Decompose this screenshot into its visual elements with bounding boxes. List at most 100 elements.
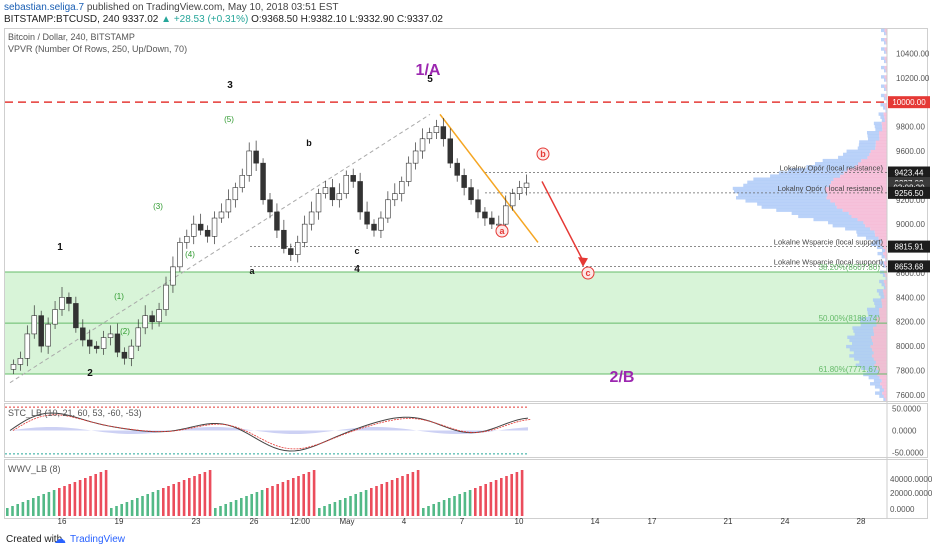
chart-title: Bitcoin / Dollar, 240, BITSTAMP — [8, 32, 135, 42]
vp-up-bar — [883, 106, 886, 110]
volume-bar — [302, 474, 305, 516]
vp-up-bar — [828, 220, 864, 225]
volume-bar — [520, 470, 524, 516]
candle-up — [52, 309, 58, 325]
volume-bar — [489, 482, 493, 516]
vp-up-bar — [881, 255, 885, 259]
candle-up — [503, 205, 509, 225]
vp-up-bar — [872, 298, 882, 302]
vp-up-bar — [886, 267, 887, 271]
volume-bar — [177, 482, 181, 516]
vp-up-bar — [849, 354, 872, 358]
osc-tick-label: -50.0000 — [892, 449, 924, 458]
volume-bar — [240, 498, 243, 516]
vp-down-bar — [881, 121, 887, 126]
volume-bar — [354, 494, 357, 516]
wave-label: 2/B — [610, 369, 635, 386]
vp-up-bar — [736, 196, 827, 200]
candle-down — [489, 217, 495, 225]
candle-down — [253, 150, 259, 164]
vp-down-bar — [884, 38, 887, 42]
vp-up-bar — [813, 217, 858, 222]
vp-up-bar — [883, 397, 886, 401]
oscillator: 50.0000 0.0000 -50.0000 — [5, 404, 924, 458]
vp-up-bar — [868, 375, 880, 380]
vp-up-bar — [852, 326, 874, 330]
candle-down — [288, 248, 294, 255]
vp-down-bar — [876, 323, 887, 327]
time-tick-label: 19 — [115, 517, 124, 526]
vp-up-bar — [859, 317, 877, 321]
volume-bar — [167, 486, 170, 516]
candle-down — [149, 315, 155, 323]
vp-down-bar — [826, 196, 887, 200]
vp-down-bar — [884, 93, 887, 98]
author-link[interactable]: sebastian.seliga.7 — [4, 2, 85, 13]
volume-bar — [458, 494, 461, 516]
price-panel[interactable] — [4, 28, 928, 402]
vp-up-bar — [884, 41, 886, 45]
volume-bar — [427, 506, 430, 516]
candle-up — [211, 217, 218, 237]
wave-labels: 1 2 3 4 51/A 2/B a b c (1) (2) (3) (4) (5) a b c — [57, 62, 634, 386]
vp-up-bar — [883, 264, 886, 268]
volume-bar — [375, 486, 378, 516]
candle-up — [184, 236, 190, 243]
volume-bar — [58, 488, 61, 516]
vp-down-bar — [881, 239, 887, 243]
vp-up-bar — [876, 289, 883, 293]
vp-down-bar — [885, 69, 887, 73]
volume-bar — [494, 480, 498, 516]
candle-down — [329, 187, 336, 201]
vp-down-bar — [874, 363, 887, 367]
vp-up-bar — [880, 84, 885, 88]
vp-up-bar — [859, 360, 876, 364]
candle-up — [246, 150, 252, 176]
vp-up-bar — [868, 313, 880, 318]
vp-down-bar — [873, 326, 887, 330]
candle-up — [17, 358, 24, 365]
level-label: Lokalne Wsparcie (local support) — [774, 257, 884, 266]
volume-bar — [99, 472, 103, 516]
vp-down-bar — [880, 242, 887, 246]
tradingview-brand[interactable]: TradingView — [70, 534, 126, 545]
volume-bar — [16, 504, 19, 516]
vp-up-bar — [865, 236, 879, 240]
volume-bar — [286, 480, 290, 516]
vp-down-bar — [884, 103, 887, 107]
vp-down-bar — [878, 307, 887, 312]
candle-down — [73, 303, 79, 329]
oscillator-panel[interactable] — [4, 403, 928, 458]
osc-signal-line — [12, 414, 532, 450]
time-tick-label: 14 — [591, 517, 600, 526]
volume-panel[interactable] — [4, 459, 928, 519]
candle-up — [385, 199, 391, 219]
volume-tick-label: 0.0000 — [890, 505, 915, 514]
candle-up — [516, 187, 523, 194]
vp-up-bar — [881, 38, 885, 42]
price-labels: 9423.449337.0203:08:209256.508815.918653… — [888, 96, 930, 273]
vp-down-bar — [884, 65, 887, 70]
candle-up — [156, 309, 162, 323]
wave-label: 5 — [427, 74, 433, 85]
vp-up-bar — [877, 251, 884, 256]
wave-label: 4 — [354, 264, 360, 275]
volume-bar — [245, 496, 248, 516]
time-tick-label: 7 — [460, 517, 465, 526]
vp-up-bar — [880, 115, 885, 119]
ohlc-low: L:9332.90 — [349, 14, 395, 25]
vp-up-bar — [880, 103, 885, 107]
time-tick-label: 12:00 — [290, 517, 311, 526]
vp-down-bar — [883, 251, 887, 256]
candle-up — [322, 187, 329, 194]
vp-up-bar — [874, 301, 882, 305]
volume-bar — [437, 502, 441, 516]
vp-down-bar — [885, 87, 887, 91]
vp-down-bar — [875, 140, 887, 144]
vp-down-bar — [878, 131, 887, 135]
candle-up — [177, 242, 183, 268]
price-tick-label: 7600.00 — [896, 391, 925, 400]
vp-down-bar — [871, 354, 887, 358]
candle-up — [59, 297, 65, 310]
vp-down-bar — [861, 158, 887, 163]
